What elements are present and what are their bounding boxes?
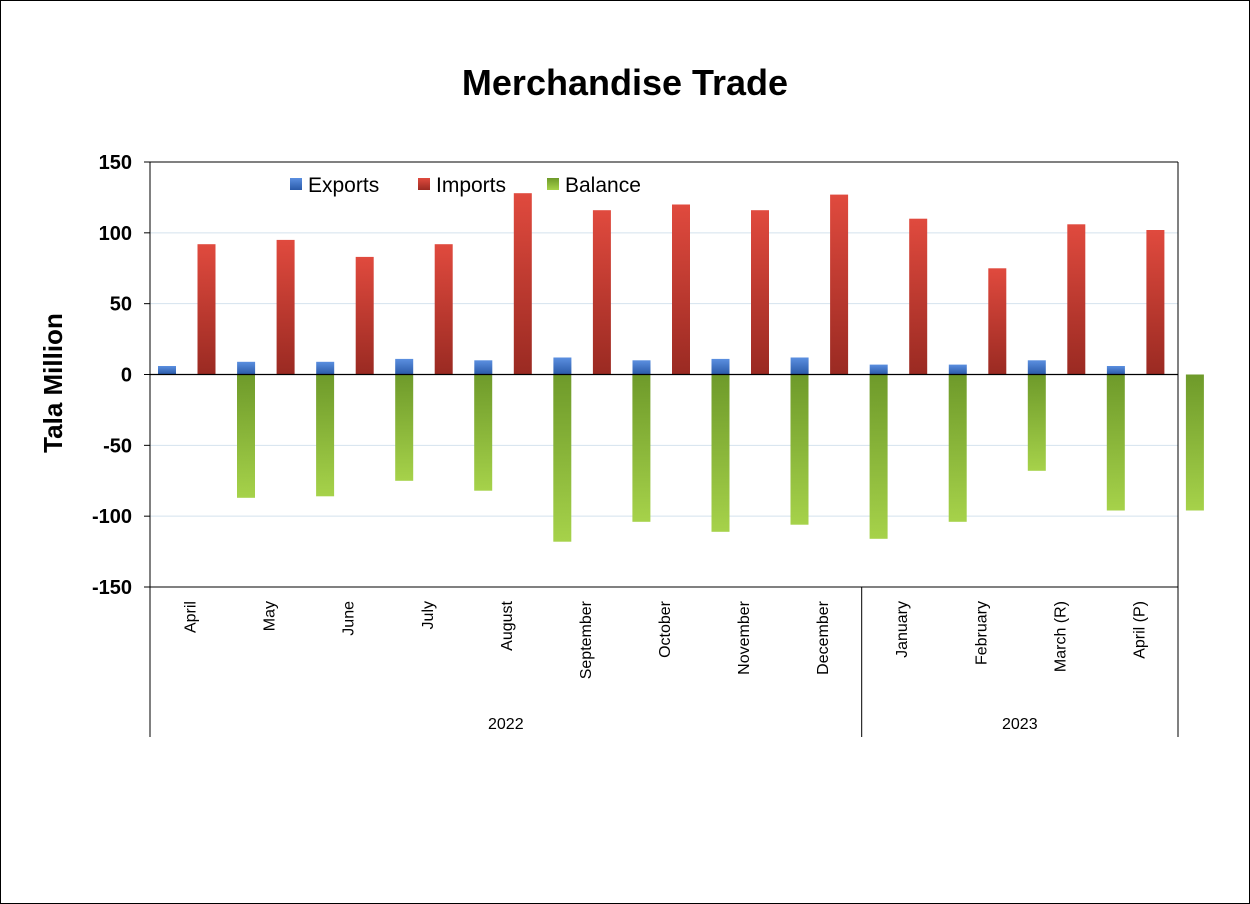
legend-label-balance: Balance [565,174,641,197]
bar-exports-13 [1106,366,1125,375]
bar-imports-11 [988,268,1007,375]
legend-swatch-exports [290,178,302,190]
x-tick-label: January [894,601,911,658]
y-tick-label: 0 [121,365,132,387]
legend-swatch-imports [418,178,430,190]
bar-balance-6 [632,374,651,522]
bar-exports-7 [632,360,651,375]
y-tick-label: -100 [92,506,132,528]
legend: Exports Imports Balance [290,174,641,197]
x-group-label: 2022 [488,716,524,733]
bar-exports-5 [474,360,493,375]
bar-imports-7 [672,204,690,375]
x-tick-label: May [262,601,279,631]
x-tick-label: September [578,600,595,679]
bar-balance-5 [553,374,572,542]
y-axis-label: Tala Million [38,313,68,453]
bar-imports-10 [909,218,928,375]
bar-exports-4 [395,358,414,375]
bar-imports-13 [1146,230,1165,375]
axes: 150 100 50 0 -50 -100 -150 April May June July Augu… [92,152,1179,737]
bar-imports-4 [434,244,453,375]
x-tick-label: October [657,600,674,658]
bar-exports-2 [237,361,256,375]
bar-imports-1 [197,244,216,375]
x-tick-label: April (P) [1132,601,1149,659]
y-tick-label: 150 [99,152,132,174]
x-tick-label: February [973,601,990,665]
x-tick-label: June [341,601,358,636]
bar-balance-2 [316,374,335,497]
y-tick-label: 50 [110,294,132,316]
bar-exports-9 [790,357,809,375]
bar-balance-13 [1185,374,1204,511]
y-tick-label: -50 [103,435,132,457]
x-tick-label: August [499,600,516,650]
bar-imports-8 [751,210,769,375]
bar-balance-7 [711,374,730,532]
bar-imports-5 [513,193,532,375]
x-tick-label: March (R) [1052,601,1069,672]
bar-exports-12 [1027,360,1046,375]
bar-imports-2 [276,239,295,375]
bars [158,193,1204,542]
bar-exports-3 [316,361,335,375]
bar-exports-8 [711,358,730,375]
bar-balance-10 [948,374,967,522]
bar-balance-1 [237,374,255,498]
x-tick-label: July [420,601,437,629]
bar-balance-9 [869,374,888,539]
x-tick-label: November [736,600,753,674]
bar-balance-4 [474,374,493,491]
bar-balance-3 [395,374,414,481]
bar-exports-6 [553,357,572,375]
legend-swatch-balance [547,178,559,190]
bar-balance-8 [790,374,809,525]
y-tick-label: -150 [92,577,132,599]
bar-imports-6 [592,210,611,375]
chart-title: Merchandise Trade [461,62,789,103]
legend-label-imports: Imports [436,174,506,197]
bar-exports-1 [158,366,176,375]
bar-exports-11 [948,364,967,375]
bar-balance-12 [1106,374,1125,511]
x-tick-label: April [183,601,200,633]
bar-exports-10 [869,364,888,375]
y-tick-label: 100 [99,223,132,245]
bar-imports-9 [830,194,849,375]
bar-balance-11 [1027,374,1046,471]
x-group-label: 2023 [1002,716,1038,733]
x-tick-label: December [815,600,832,674]
bar-imports-3 [355,256,374,375]
bar-imports-12 [1067,224,1086,375]
legend-label-exports: Exports [308,174,379,197]
